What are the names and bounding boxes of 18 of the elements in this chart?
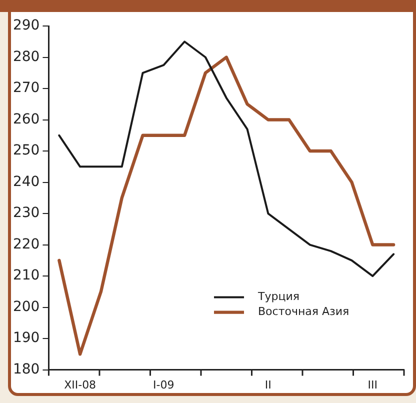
- legend-label: Турция: [257, 290, 300, 304]
- y-tick-label: 220: [12, 236, 40, 252]
- y-tick-label: 260: [12, 111, 40, 128]
- y-tick-label: 230: [12, 205, 40, 222]
- x-tick-label: I-09: [153, 378, 174, 392]
- x-tick-label: III: [368, 378, 378, 392]
- y-tick-label: 250: [12, 142, 40, 159]
- y-tick-label: 210: [12, 268, 40, 284]
- x-tick-label: II: [264, 378, 272, 392]
- legend-label: Восточная Азия: [258, 305, 350, 318]
- y-tick-label: 270: [12, 80, 40, 96]
- y-tick-label: 180: [12, 361, 40, 378]
- y-tick-label: 240: [12, 174, 40, 190]
- y-tick-label: 190: [12, 330, 40, 346]
- y-tick-label: 290: [12, 18, 40, 34]
- y-tick-label: 280: [12, 48, 40, 65]
- x-tick-label: XII-08: [64, 378, 96, 392]
- y-tick-label: 200: [12, 298, 40, 315]
